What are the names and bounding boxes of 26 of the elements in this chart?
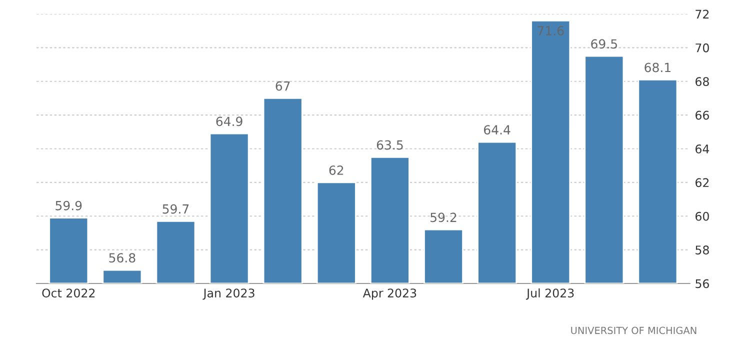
data-label: 63.5 — [376, 140, 403, 150]
data-label: 68.1 — [644, 62, 670, 72]
y-tick-label: 62 — [696, 178, 709, 188]
y-tick-label: 72 — [696, 10, 709, 18]
y-tick-label: 56 — [696, 279, 709, 288]
y-tick-label: 64 — [696, 144, 710, 154]
data-label: 59.2 — [430, 212, 456, 222]
data-label: 64.4 — [484, 125, 510, 135]
data-label: 64.9 — [216, 116, 242, 126]
data-label: 59.7 — [162, 204, 189, 214]
data-label: 62 — [329, 166, 344, 175]
x-tick-label: Apr 2023 — [362, 288, 416, 300]
y-tick-label: 58 — [696, 246, 709, 254]
y-tick-label: 68 — [696, 77, 709, 86]
x-tick-label: Oct 2022 — [42, 288, 95, 298]
data-label: 69.5 — [591, 39, 617, 49]
data-label: 56.8 — [109, 253, 136, 263]
y-tick-label: 60 — [696, 212, 709, 221]
text: UNIVERSITY OF MICHIGAN — [571, 326, 696, 334]
x-tick-label: Jul 2023 — [526, 288, 574, 300]
data-label: 67 — [276, 81, 290, 91]
y-tick-label: 66 — [696, 110, 709, 120]
data-label: 71.6 — [538, 26, 564, 36]
x-tick-label: Jan 2023 — [202, 288, 254, 300]
data-label: 59.9 — [56, 200, 82, 210]
y-tick-label: 70 — [696, 43, 709, 52]
